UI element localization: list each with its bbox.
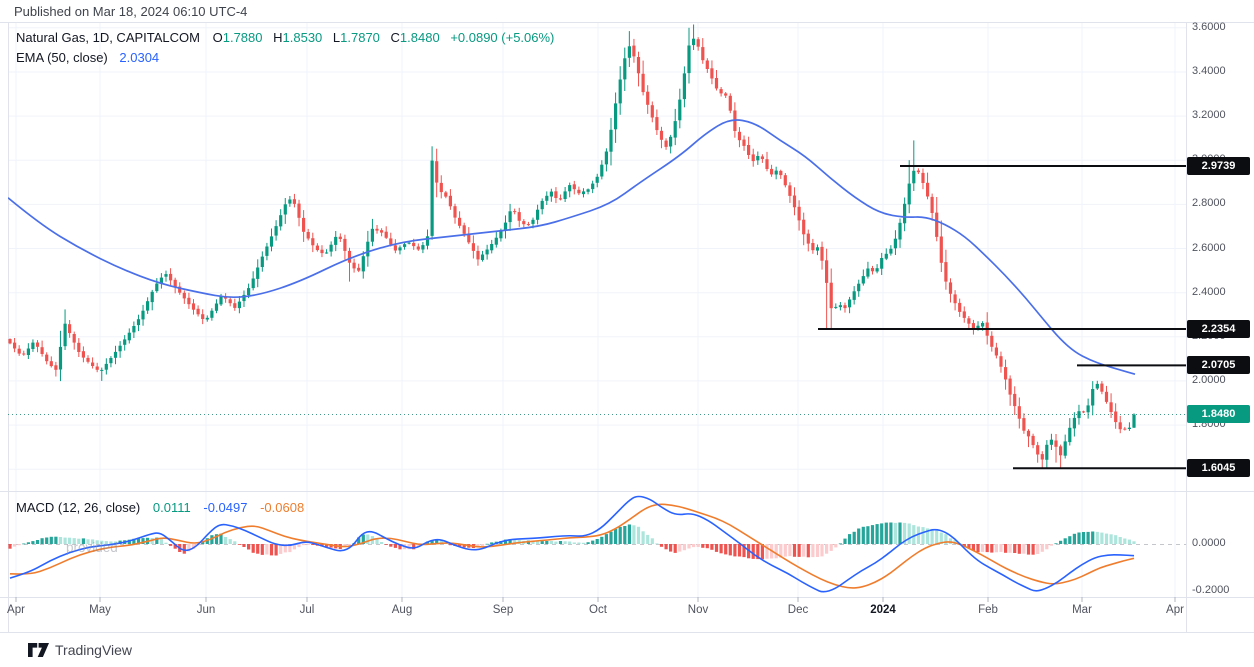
symbol-legend[interactable]: Natural Gas, 1D, CAPITALCOM O1.7880 H1.8… [16, 30, 554, 45]
time-tick-label: Apr [7, 604, 25, 616]
price-tick-label: 2.4000 [1192, 285, 1226, 298]
tradingview-brand-text: TradingView [55, 642, 133, 658]
gridlines [8, 23, 1186, 597]
ohlc-high-key: H [273, 30, 283, 45]
macd-tick-label: 0.0000 [1192, 537, 1226, 549]
time-tick-label: Nov [687, 604, 709, 616]
current-price-label: 1.8480 [1187, 405, 1250, 424]
ohlc-low-key: L [332, 30, 341, 45]
price-level-label: 2.2354 [1187, 319, 1250, 338]
ohlc-open-key: O [212, 30, 223, 45]
candlesticks [8, 24, 1136, 469]
price-level-label: 2.9739 [1187, 157, 1250, 175]
macd-signal-line [9, 503, 1135, 589]
price-level-lines [818, 165, 1186, 470]
tradingview-attribution[interactable]: TradingView [28, 642, 132, 658]
price-level-label: 1.6045 [1187, 459, 1250, 478]
price-tick-label: 3.4000 [1192, 64, 1226, 77]
time-tick-label: Dec [787, 604, 809, 616]
ema-value: 2.0304 [119, 50, 160, 65]
macd-pane [8, 495, 1186, 593]
time-tick-label: Mar [1072, 604, 1092, 616]
ohlc-open-value: 1.7880 [222, 30, 263, 45]
price-tick-label: 2.0000 [1192, 373, 1226, 386]
macd-tick-label: -0.2000 [1192, 584, 1230, 596]
published-text: Published on Mar 18, 2024 06:10 UTC-4 [14, 4, 248, 19]
macd-legend[interactable]: MACD (12, 26, close) 0.0111 -0.0497 -0.0… [16, 500, 304, 515]
watermark-text: provided [66, 540, 118, 555]
time-tick-label: Oct [589, 604, 607, 616]
macd-line-value: -0.0497 [203, 500, 248, 515]
change-value: +0.0890 (+5.06%) [450, 30, 555, 45]
ohlc-high-value: 1.8530 [282, 30, 323, 45]
pane-borders [0, 22, 1254, 633]
time-tick-label: Jul [299, 604, 315, 616]
tradingview-logo-icon [28, 642, 49, 657]
macd-histogram-value: 0.0111 [152, 500, 191, 515]
published-bar: Published on Mar 18, 2024 06:10 UTC-4 [14, 4, 247, 19]
time-tick-label: Feb [978, 604, 998, 616]
time-tick-label: May [89, 604, 111, 616]
price-tick-label: 3.2000 [1192, 109, 1226, 122]
ema-line [8, 119, 1136, 376]
time-tick-label: Sep [492, 604, 514, 616]
ema-legend[interactable]: EMA (50, close) 2.0304 [16, 50, 159, 65]
time-tick-label: 2024 [870, 604, 896, 616]
price-tick-label: 2.6000 [1192, 241, 1226, 254]
time-tick-label: Jun [196, 604, 216, 616]
time-tick-label: Apr [1166, 604, 1184, 616]
time-axis[interactable]: Apr May Jun Jul Aug Sep Oct Nov Dec 2024 Feb Mar Apr [0, 597, 1186, 631]
ohlc-close-value: 1.8480 [399, 30, 440, 45]
price-tick-label: 3.6000 [1192, 20, 1226, 33]
symbol-title: Natural Gas, 1D, CAPITALCOM [16, 30, 200, 45]
ohlc-low-value: 1.7870 [340, 30, 380, 45]
time-tick-label: Aug [391, 604, 413, 616]
price-level-label: 2.0705 [1187, 356, 1250, 375]
ema-label: EMA (50, close) [16, 50, 108, 65]
price-tick-label: 2.8000 [1192, 197, 1226, 210]
macd-label: MACD (12, 26, close) [16, 500, 141, 515]
ohlc-close-key: C [390, 30, 400, 45]
macd-signal-value: -0.0608 [260, 500, 305, 515]
macd-main-line [9, 495, 1135, 593]
